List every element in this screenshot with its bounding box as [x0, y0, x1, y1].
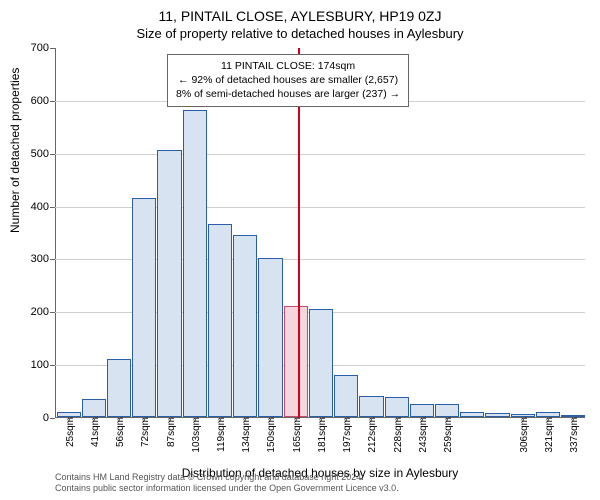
x-tick-label: 337sqm: [569, 417, 580, 453]
x-tick-label: 228sqm: [393, 417, 404, 453]
x-tick-mark: [422, 417, 423, 422]
y-tick-label: 700: [9, 42, 49, 54]
histogram-bar: [410, 404, 434, 417]
x-tick-mark: [397, 417, 398, 422]
annotation-box: 11 PINTAIL CLOSE: 174sqm ← 92% of detach…: [167, 54, 409, 107]
histogram-bar: [258, 258, 282, 417]
x-tick-label: 41sqm: [90, 417, 101, 447]
bar-slot: 56sqm: [106, 47, 131, 417]
x-tick-label: 243sqm: [418, 417, 429, 453]
histogram-bar: [385, 397, 409, 417]
x-tick-label: 87sqm: [166, 417, 177, 447]
histogram-bar: [460, 412, 484, 417]
histogram-bar: [435, 404, 459, 417]
bar-slot: [460, 47, 485, 417]
y-tick-label: 400: [9, 201, 49, 213]
histogram-bar: [284, 306, 308, 417]
x-tick-mark: [371, 417, 372, 422]
x-tick-label: 197sqm: [342, 417, 353, 453]
y-tick-label: 0: [9, 412, 49, 424]
x-tick-mark: [94, 417, 95, 422]
x-tick-mark: [144, 417, 145, 422]
x-tick-mark: [245, 417, 246, 422]
bar-slot: 72sqm: [132, 47, 157, 417]
x-tick-mark: [195, 417, 196, 422]
x-tick-label: 25sqm: [65, 417, 76, 447]
bar-slot: [485, 47, 510, 417]
x-tick-mark: [220, 417, 221, 422]
x-tick-label: 56sqm: [115, 417, 126, 447]
x-tick-mark: [119, 417, 120, 422]
y-tick-mark: [50, 48, 55, 49]
x-tick-label: 181sqm: [317, 417, 328, 453]
histogram-bar: [309, 309, 333, 417]
histogram-bar: [233, 235, 257, 417]
y-tick-label: 600: [9, 95, 49, 107]
x-tick-label: 150sqm: [266, 417, 277, 453]
bar-slot: 321sqm: [535, 47, 560, 417]
x-tick-mark: [447, 417, 448, 422]
x-tick-mark: [170, 417, 171, 422]
x-tick-label: 72sqm: [140, 417, 151, 447]
x-tick-mark: [270, 417, 271, 422]
x-tick-mark: [69, 417, 70, 422]
bar-slot: 306sqm: [510, 47, 535, 417]
annotation-line-2: ← 92% of detached houses are smaller (2,…: [176, 73, 400, 87]
chart-subtitle: Size of property relative to detached ho…: [0, 24, 600, 41]
footer-line-2: Contains public sector information licen…: [55, 483, 399, 494]
footer-credits: Contains HM Land Registry data © Crown c…: [55, 472, 399, 494]
x-tick-mark: [321, 417, 322, 422]
x-tick-mark: [573, 417, 574, 422]
histogram-bar: [157, 150, 181, 417]
bar-slot: 25sqm: [56, 47, 81, 417]
bar-slot: 259sqm: [435, 47, 460, 417]
histogram-bar: [359, 396, 383, 417]
x-tick-mark: [548, 417, 549, 422]
x-tick-label: 103sqm: [191, 417, 202, 453]
bar-slot: 243sqm: [409, 47, 434, 417]
annotation-line-1: 11 PINTAIL CLOSE: 174sqm: [176, 59, 400, 73]
y-tick-label: 200: [9, 306, 49, 318]
page-title: 11, PINTAIL CLOSE, AYLESBURY, HP19 0ZJ: [0, 0, 600, 24]
histogram-bar: [334, 375, 358, 417]
y-tick-label: 500: [9, 148, 49, 160]
x-tick-label: 259sqm: [443, 417, 454, 453]
y-tick-mark: [50, 418, 55, 419]
annotation-line-3: 8% of semi-detached houses are larger (2…: [176, 87, 400, 101]
y-tick-label: 300: [9, 253, 49, 265]
x-tick-mark: [296, 417, 297, 422]
histogram-bar: [208, 224, 232, 417]
bar-slot: 337sqm: [561, 47, 586, 417]
footer-line-1: Contains HM Land Registry data © Crown c…: [55, 472, 399, 483]
x-tick-label: 306sqm: [519, 417, 530, 453]
histogram-bar: [132, 198, 156, 417]
histogram-bar: [107, 359, 131, 417]
x-tick-label: 134sqm: [241, 417, 252, 453]
y-tick-label: 100: [9, 359, 49, 371]
x-tick-mark: [523, 417, 524, 422]
histogram-bar: [183, 110, 207, 417]
x-tick-label: 212sqm: [367, 417, 378, 453]
histogram-bar: [82, 399, 106, 418]
x-tick-label: 321sqm: [544, 417, 555, 453]
bar-slot: 41sqm: [81, 47, 106, 417]
x-tick-label: 119sqm: [216, 417, 227, 452]
chart-area: 25sqm41sqm56sqm72sqm87sqm103sqm119sqm134…: [55, 48, 585, 418]
x-tick-mark: [346, 417, 347, 422]
x-tick-label: 165sqm: [292, 417, 303, 453]
histogram-bar: [485, 413, 509, 417]
